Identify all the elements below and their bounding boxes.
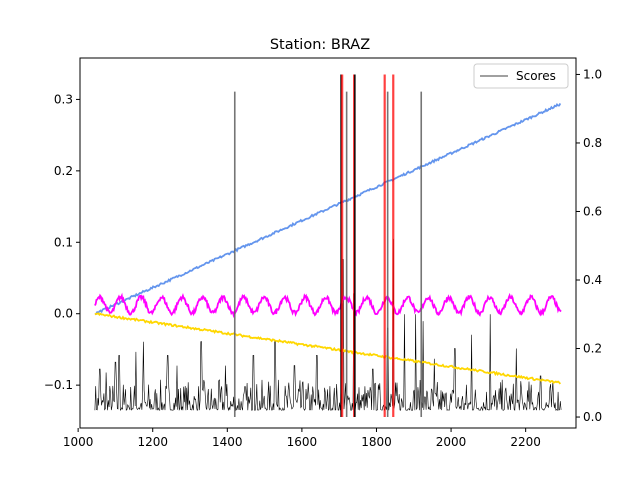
legend-box [473,63,569,89]
x-tick-label: 1400 [212,435,243,449]
x-tick-label: 1800 [361,435,392,449]
chart-title: Station: BRAZ [270,37,370,53]
y-left-tick-label: 0.3 [54,92,73,106]
x-tick-label: 1600 [287,435,318,449]
legend-label-scores: Scores [516,69,556,83]
y-left-tick-label: 0.0 [54,307,73,321]
y-right-tick-label: 0.4 [583,273,602,287]
y-left-tick-label: −0.1 [44,378,73,392]
x-tick-label: 2000 [436,435,467,449]
y-right-tick-label: 0.0 [583,410,602,424]
axes-frame [79,57,577,429]
x-axis: 1000 1200 1400 1600 1800 2000 2200 [63,428,541,449]
y-left-tick-label: 0.1 [54,235,73,249]
y-right-tick-label: 0.8 [583,136,602,150]
y-right-tick-label: 0.6 [583,204,602,218]
series-scores-line [94,238,562,412]
legend: Scores [473,63,569,89]
y-axis-right: 0.0 0.2 0.4 0.6 0.8 1.0 [576,67,602,424]
y-left-tick-label: 0.2 [54,164,73,178]
x-tick-label: 2200 [510,435,541,449]
y-right-tick-label: 1.0 [583,67,602,81]
y-axis-left: −0.1 0.0 0.1 0.2 0.3 [44,92,80,392]
series-gold-trend-line [94,312,562,385]
x-tick-label: 1000 [63,435,94,449]
plot-area [94,74,562,418]
x-tick-label: 1200 [137,435,168,449]
series-blue-trend-line [94,102,562,316]
y-right-tick-label: 0.2 [583,342,602,356]
series-magenta-seasonal-line [94,292,562,319]
